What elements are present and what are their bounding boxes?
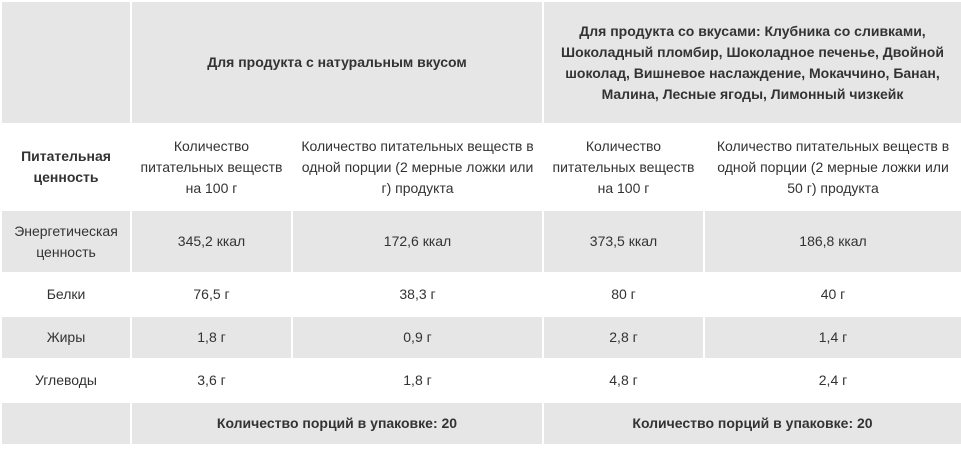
header-natural-flavor: Для продукта с натуральным вкусом <box>130 0 544 125</box>
subheader-per-serving-natural: Количество питательных веществ в одной п… <box>291 123 544 211</box>
table-row-energy: Энергетическая ценность 345,2 ккал 172,6… <box>0 209 961 274</box>
subheader-per-serving-flavors: Количество питательных веществ в одной п… <box>703 123 961 211</box>
row-label: Белки <box>0 272 132 317</box>
cell-value: 38,3 г <box>291 272 544 317</box>
cell-value: 1,8 г <box>291 358 544 403</box>
cell-value: 1,8 г <box>130 315 293 360</box>
cell-value: 76,5 г <box>130 272 293 317</box>
row-label: Жиры <box>0 315 132 360</box>
header-corner-cell <box>0 0 132 125</box>
header-flavored-products: Для продукта со вкусами: Клубника со сли… <box>542 0 961 125</box>
cell-value: 186,8 ккал <box>703 209 961 274</box>
cell-value: 0,9 г <box>291 315 544 360</box>
footer-servings-natural: Количество порций в упаковке: 20 <box>130 401 544 446</box>
table-row-protein: Белки 76,5 г 38,3 г 80 г 40 г <box>0 272 961 317</box>
cell-value: 1,4 г <box>703 315 961 360</box>
cell-value: 2,4 г <box>703 358 961 403</box>
row-label: Углеводы <box>0 358 132 403</box>
cell-value: 3,6 г <box>130 358 293 403</box>
table-footer-row: Количество порций в упаковке: 20 Количес… <box>0 401 961 446</box>
footer-servings-flavors: Количество порций в упаковке: 20 <box>542 401 961 446</box>
table-header-row: Для продукта с натуральным вкусом Для пр… <box>0 0 961 125</box>
subheader-nutritional-value: Питательная ценность <box>0 123 132 211</box>
subheader-per-100g-natural: Количество питательных веществ на 100 г <box>130 123 293 211</box>
cell-value: 4,8 г <box>542 358 705 403</box>
cell-value: 172,6 ккал <box>291 209 544 274</box>
subheader-per-100g-flavors: Количество питательных веществ на 100 г <box>542 123 705 211</box>
footer-corner-cell <box>0 401 132 446</box>
cell-value: 345,2 ккал <box>130 209 293 274</box>
table-row-carbs: Углеводы 3,6 г 1,8 г 4,8 г 2,4 г <box>0 358 961 403</box>
cell-value: 2,8 г <box>542 315 705 360</box>
table-subheader-row: Питательная ценность Количество питатель… <box>0 123 961 211</box>
cell-value: 80 г <box>542 272 705 317</box>
table-row-fat: Жиры 1,8 г 0,9 г 2,8 г 1,4 г <box>0 315 961 360</box>
cell-value: 373,5 ккал <box>542 209 705 274</box>
cell-value: 40 г <box>703 272 961 317</box>
row-label: Энергетическая ценность <box>0 209 132 274</box>
